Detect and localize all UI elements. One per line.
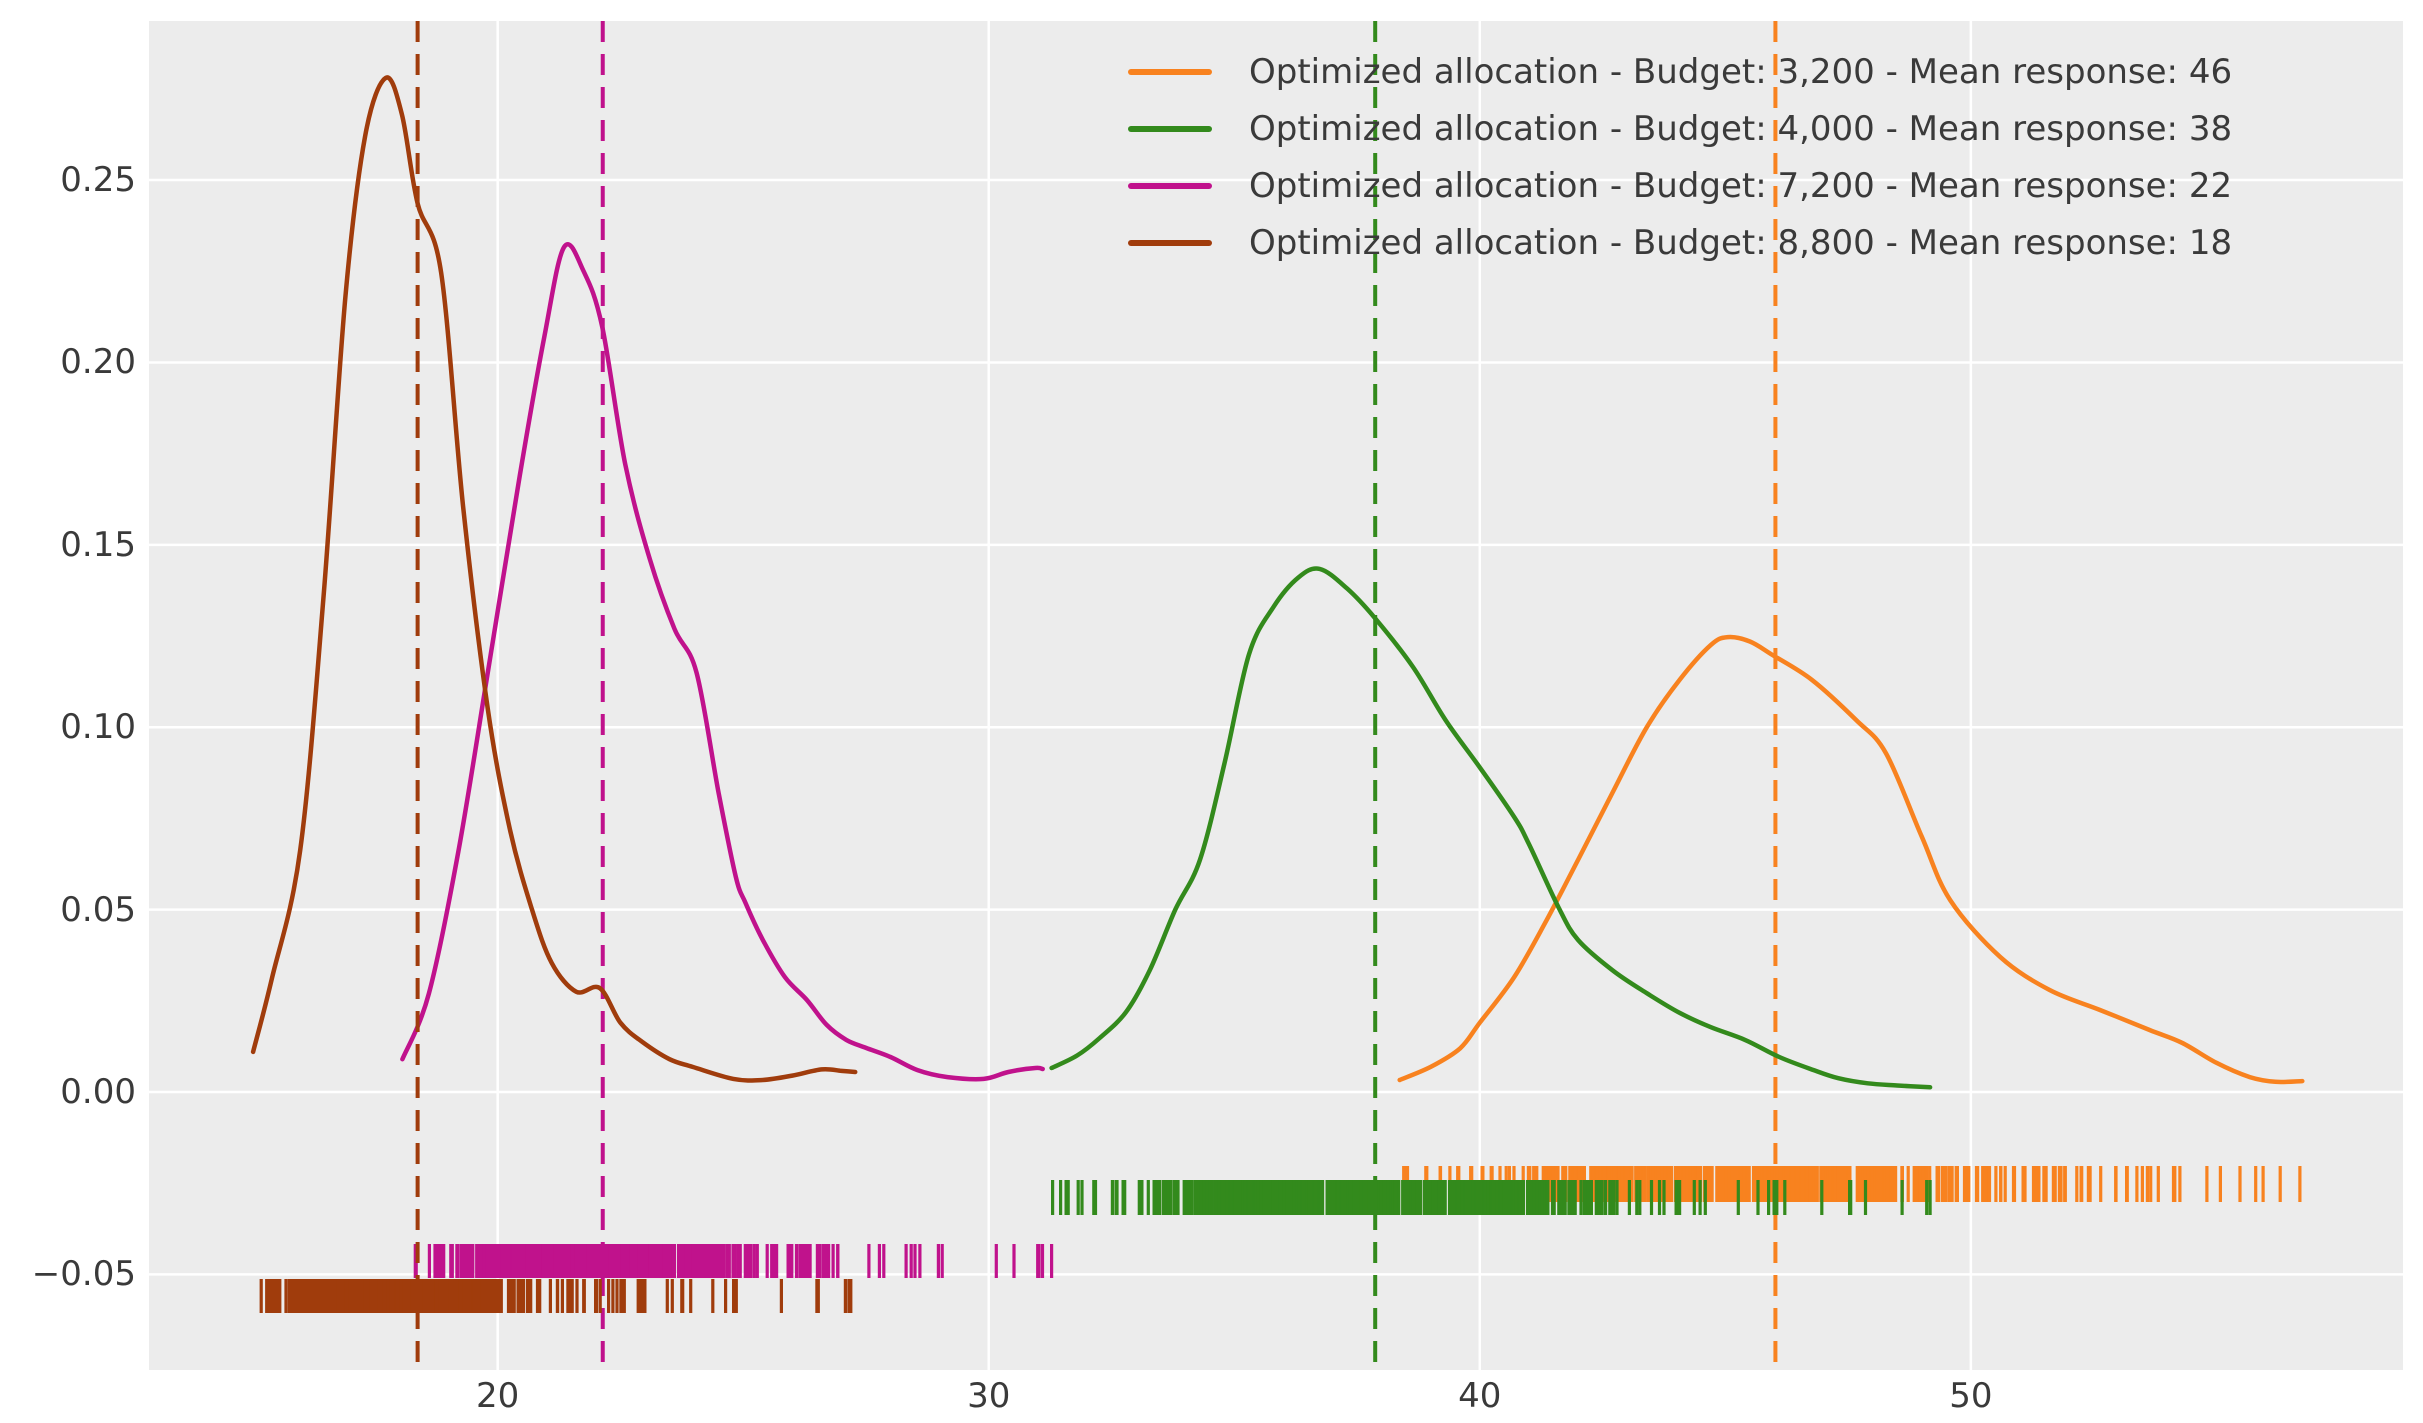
series-budget-7200 — [400, 21, 1045, 1370]
y-tick-label: 0.15 — [60, 524, 136, 565]
plot-background — [149, 21, 2403, 1370]
y-tick-label: 0.20 — [60, 342, 136, 383]
kde-curve-budget-4000 — [1049, 566, 1933, 1090]
series-budget-4000 — [1049, 21, 1933, 1370]
rug-budget-7200 — [413, 1244, 1054, 1278]
rug-budget-3200 — [1402, 1166, 2302, 1202]
kde-curve-budget-8800 — [250, 75, 858, 1083]
gridlines — [149, 21, 2403, 1370]
series-budget-8800 — [250, 21, 858, 1370]
y-tick-label: 0.10 — [60, 707, 136, 748]
rug-budget-4000 — [1050, 1180, 1932, 1215]
y-tick-label: 0.25 — [60, 160, 136, 201]
x-tick-label: 20 — [476, 1376, 520, 1416]
y-tick-label: 0.05 — [60, 889, 136, 930]
rug-budget-8800 — [259, 1279, 853, 1313]
x-tick-label: 30 — [967, 1376, 1011, 1416]
x-tick-label: 40 — [1458, 1376, 1502, 1416]
kde-curve-budget-3200 — [1397, 634, 2305, 1085]
kde-curve-budget-7200 — [400, 242, 1045, 1082]
y-tick-label: 0.00 — [60, 1072, 136, 1113]
x-tick-label: 50 — [1949, 1376, 1993, 1416]
y-tick-label: −0.05 — [31, 1254, 136, 1295]
series-budget-3200 — [1397, 21, 2305, 1370]
